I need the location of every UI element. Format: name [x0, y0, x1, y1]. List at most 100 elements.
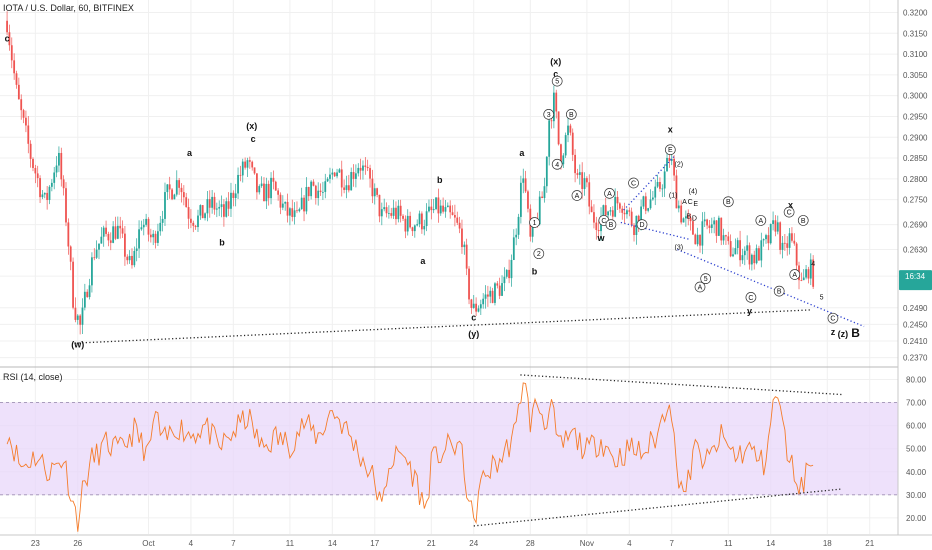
candle-body: [178, 180, 181, 188]
circled-label-ring: [745, 292, 757, 303]
circled-label: D: [640, 222, 645, 229]
candle-body: [182, 192, 185, 198]
small-label: 5: [820, 294, 824, 301]
candle-body: [588, 182, 591, 207]
candle-body: [531, 222, 534, 237]
candle-body: [630, 211, 633, 226]
candle-body: [397, 205, 400, 220]
candle-body: [706, 219, 708, 226]
candle-body: [366, 166, 369, 169]
candle-body: [152, 233, 155, 238]
candle-body: [637, 215, 640, 225]
candle-body: [371, 178, 374, 197]
candle-body: [215, 208, 218, 210]
candle-body: [425, 211, 428, 227]
candle-body: [140, 227, 143, 230]
time-axis[interactable]: 23 26 Oct 4 7 11 14 17 21 24 28 Nov 4 7 11 14 18 21: [31, 539, 875, 548]
candle-body: [607, 211, 609, 216]
candle-body: [234, 193, 237, 199]
price-tick-label: 0.3000: [903, 92, 928, 101]
candle-body: [270, 177, 272, 199]
candle-body: [616, 196, 619, 204]
candle-body: [46, 192, 49, 200]
candle-body: [34, 167, 37, 174]
trendline-black: [74, 309, 812, 344]
candle-body: [508, 269, 511, 279]
candle-body: [578, 172, 581, 175]
candle-body: [451, 212, 454, 215]
time-tick-label: 11: [724, 539, 733, 548]
candle-body: [364, 165, 367, 167]
candle-body: [677, 205, 680, 209]
candle-body: [380, 209, 383, 217]
candle-body: [161, 218, 164, 223]
candle-body: [36, 173, 39, 179]
price-tick-label: 0.3100: [903, 50, 928, 59]
candle-body: [197, 215, 199, 228]
circled-label: C: [830, 316, 835, 323]
candle-body: [352, 172, 355, 179]
rsi-pane[interactable]: [0, 374, 898, 532]
candle-body: [755, 248, 758, 264]
candle-body: [83, 291, 86, 308]
candle-body: [795, 243, 798, 266]
time-tick-label: Oct: [142, 539, 155, 548]
candle-body: [93, 257, 96, 259]
candle-body: [675, 175, 678, 209]
candle-body: [15, 73, 18, 85]
candle-body: [91, 257, 93, 286]
candle-body: [463, 244, 466, 248]
candle-body: [722, 235, 725, 241]
circled-label: 1: [533, 220, 537, 227]
small-label: (1): [669, 193, 678, 200]
candle-body: [58, 152, 60, 166]
candle-body: [644, 196, 647, 211]
candle-body: [439, 205, 442, 214]
candle-body: [310, 181, 313, 197]
candle-body: [72, 261, 74, 308]
candle-body: [494, 283, 496, 303]
candle-body: [779, 222, 782, 250]
candle-body: [105, 227, 107, 234]
candle-body: [281, 203, 284, 208]
candle-body: [74, 307, 77, 320]
candle-body: [347, 185, 350, 191]
price-tick-label: 0.3150: [903, 29, 928, 38]
candle-body: [109, 240, 112, 243]
circled-label-ring: [797, 215, 809, 226]
time-tick-label: 17: [370, 539, 379, 548]
candle-body: [258, 186, 261, 193]
candle-body: [79, 315, 82, 325]
bar-countdown: 16:34: [905, 272, 926, 281]
candle-body: [430, 206, 433, 211]
small-label: (2): [675, 161, 684, 168]
candle-body: [614, 196, 617, 217]
candles: [6, 11, 815, 335]
circled-label: 4: [555, 162, 559, 169]
candle-body: [411, 227, 414, 232]
rsi-axis[interactable]: 80.00 70.00 60.00 50.00 40.00 30.00 20.00: [906, 376, 927, 523]
candle-body: [241, 161, 244, 176]
candle-body: [192, 222, 195, 226]
candle-body: [510, 259, 513, 279]
candle-body: [432, 209, 435, 211]
time-tick-label: 4: [189, 539, 194, 548]
candle-body: [404, 218, 407, 232]
candle-body: [746, 245, 749, 251]
candle-body: [387, 213, 390, 214]
candle-body: [741, 255, 744, 261]
wave-label: w: [597, 233, 606, 243]
candle-body: [81, 307, 84, 325]
price-axis[interactable]: 0.3200 0.3150 0.3100 0.3050 0.3000 0.2950 0.29…: [903, 8, 928, 362]
candle-body: [65, 188, 67, 223]
wave-label: z: [831, 327, 836, 337]
candle-body: [682, 218, 685, 223]
candle-body: [802, 277, 805, 281]
candle-body: [435, 197, 437, 210]
circled-label-ring: [551, 75, 563, 87]
candle-body: [699, 234, 701, 246]
price-tick-label: 0.3200: [903, 8, 928, 17]
time-tick-label: 21: [427, 539, 436, 548]
